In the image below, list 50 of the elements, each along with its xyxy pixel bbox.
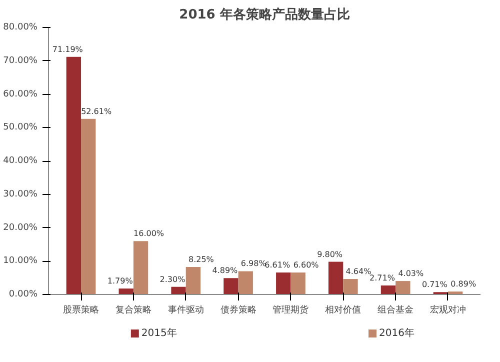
- bar: [171, 286, 186, 294]
- y-tick-label: 0.00%: [8, 290, 38, 300]
- data-label: 0.71%: [422, 280, 448, 290]
- x-tick-label: 事件驱动: [168, 304, 204, 316]
- y-tick-label: 10.00%: [3, 256, 38, 266]
- y-tick-label: 40.00%: [3, 156, 38, 166]
- bar: [81, 118, 96, 294]
- bar: [396, 281, 410, 294]
- legend-label: 2016年: [378, 327, 414, 339]
- x-tick-label: 债券策略: [220, 304, 256, 316]
- x-tick-label: 管理期货: [272, 304, 309, 316]
- y-tick-label: 60.00%: [3, 89, 38, 100]
- data-label: 9.80%: [317, 250, 343, 259]
- bar: [343, 279, 358, 294]
- y-tick-label: 30.00%: [3, 189, 38, 200]
- bar: [118, 288, 134, 294]
- y-tick-label: 50.00%: [3, 122, 38, 133]
- y-tick-label: 80.00%: [3, 22, 38, 32]
- data-label: 52.61%: [81, 106, 112, 116]
- data-label: 6.60%: [293, 260, 320, 270]
- bar: [224, 278, 238, 294]
- x-tick-label: 股票策略: [63, 304, 100, 316]
- data-label: 4.03%: [398, 269, 424, 278]
- bar: [290, 272, 306, 294]
- data-label: 6.98%: [240, 259, 267, 268]
- bar: [380, 285, 396, 294]
- x-tick-label: 复合策略: [115, 304, 152, 316]
- bar: [328, 262, 344, 294]
- bar: [186, 266, 201, 294]
- bar: [238, 271, 253, 294]
- x-tick-label: 相对价值: [325, 304, 362, 316]
- bar: [133, 241, 148, 294]
- data-label: 8.25%: [188, 254, 214, 264]
- y-tick-label: 20.00%: [3, 222, 38, 233]
- data-label: 4.89%: [212, 266, 238, 276]
- x-tick-label: 组合基金: [378, 304, 414, 316]
- data-label: 16.00%: [134, 229, 164, 238]
- y-tick-label: 70.00%: [3, 56, 38, 66]
- data-label: 2.30%: [160, 274, 186, 284]
- data-label: 71.19%: [52, 44, 84, 54]
- data-label: 1.79%: [107, 276, 134, 286]
- bar: [276, 272, 291, 294]
- chart-title: 2016 年各策略产品数量占比: [179, 6, 350, 22]
- x-tick-label: 宏观对冲: [430, 304, 466, 316]
- bar: [66, 56, 82, 294]
- legend-label: 2015年: [141, 327, 177, 339]
- data-label: 2.71%: [370, 273, 396, 282]
- data-label: 4.64%: [346, 267, 372, 276]
- data-label: 6.61%: [264, 260, 290, 270]
- data-label: 0.89%: [450, 280, 476, 289]
